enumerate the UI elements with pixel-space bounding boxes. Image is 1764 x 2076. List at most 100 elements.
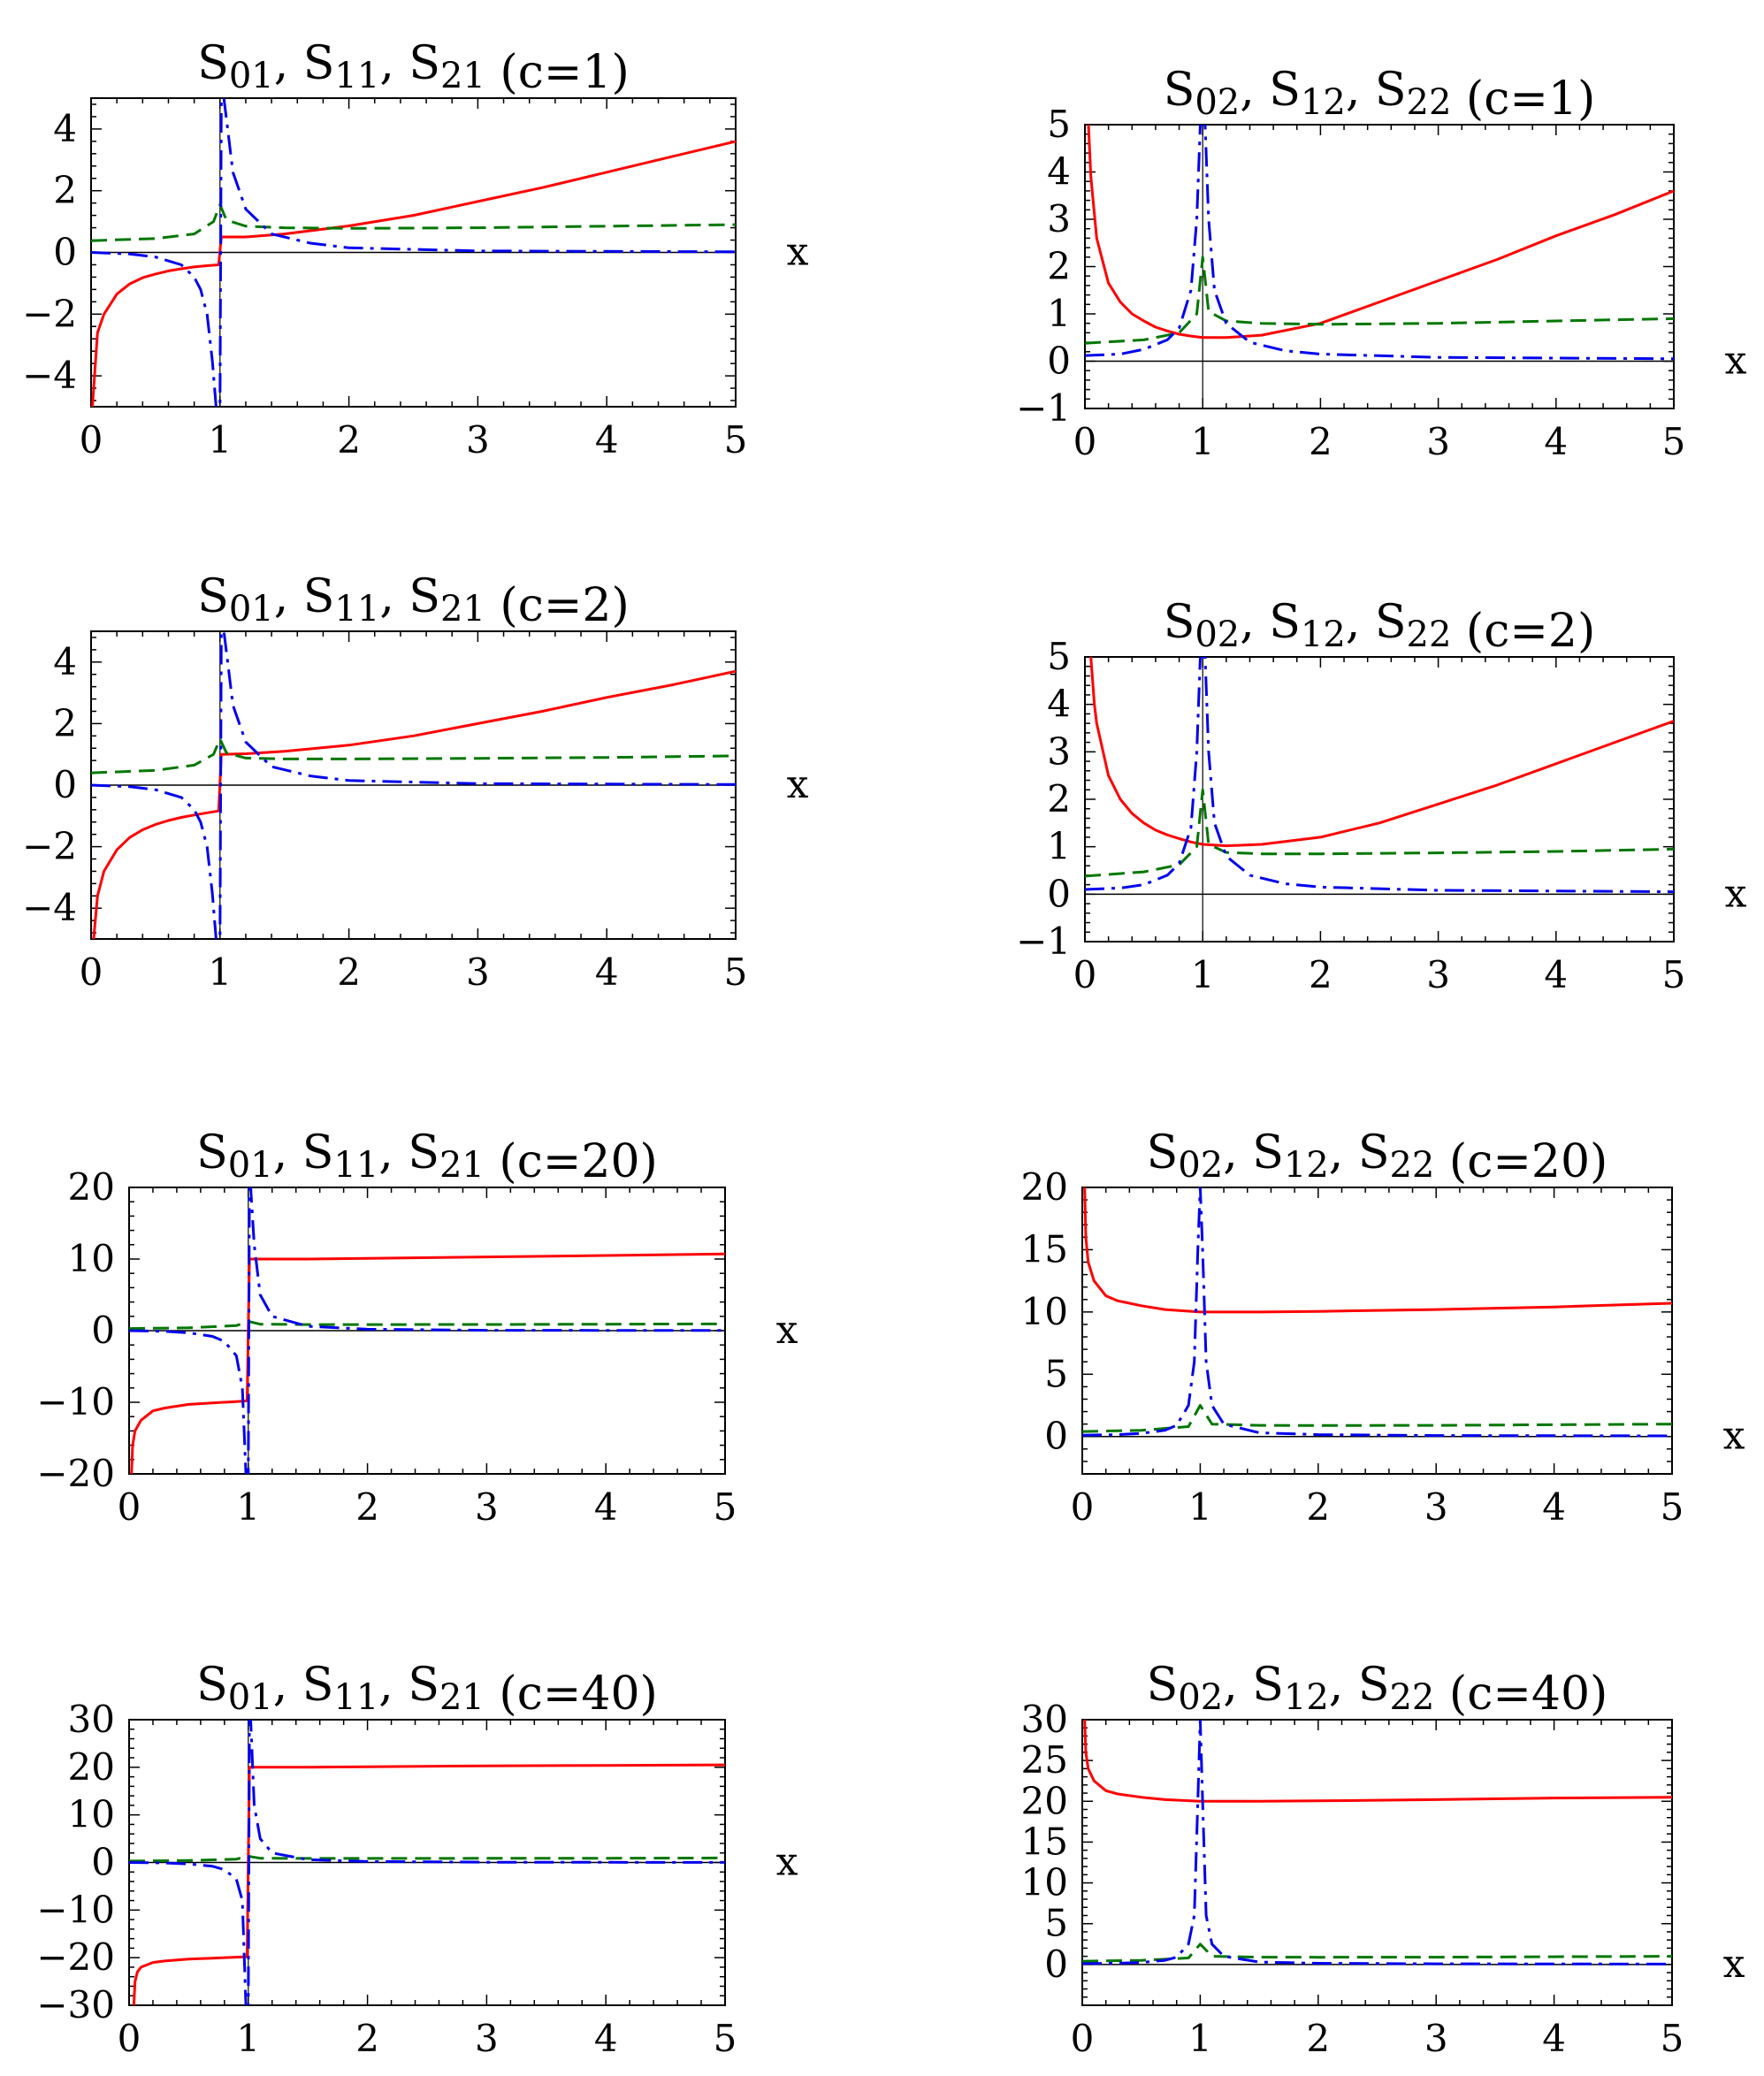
x-tick-label: 4	[595, 950, 619, 994]
series-line	[1082, 1404, 1672, 1433]
x-axis-label: x	[1723, 1414, 1745, 1459]
x-axis-label: x	[776, 1308, 798, 1353]
x-tick-label: 2	[1309, 953, 1333, 996]
y-tick-label: 3	[1047, 197, 1071, 240]
x-tick-label: 0	[1073, 420, 1097, 463]
x-tick-label: 4	[1544, 420, 1568, 463]
x-tick-label: 3	[1424, 2017, 1448, 2060]
x-tick-label: 5	[1662, 420, 1686, 463]
x-tick-label: 5	[724, 418, 748, 462]
y-tick-label: −20	[36, 1935, 115, 1979]
chart-title: S02, S12, S22 (c=2)	[1164, 596, 1596, 658]
y-tick-label: 0	[91, 1841, 115, 1884]
x-tick-label: 5	[1661, 2017, 1684, 2060]
x-tick-label: 2	[337, 418, 361, 462]
x-tick-label: 1	[208, 950, 232, 994]
y-tick-label: 0	[91, 1309, 115, 1352]
series-line	[1089, 657, 1674, 848]
x-tick-label: 3	[475, 1485, 499, 1529]
y-tick-label: 30	[1021, 1698, 1068, 1741]
x-axis-label: x	[787, 762, 809, 807]
x-tick-label: 0	[118, 1485, 141, 1529]
x-tick-label: 0	[80, 418, 103, 462]
chart-panel: 0 1 2 3 4 5 −4 −2 0 2 4 S01, S11, S21 (c=2) x	[22, 570, 809, 994]
y-tick-label: 0	[1047, 340, 1071, 383]
x-tick-label: 5	[724, 950, 748, 994]
x-axis-label: x	[1723, 1942, 1745, 1987]
y-tick-label: 3	[1047, 729, 1071, 773]
x-tick-label: 3	[466, 950, 490, 994]
series-line	[129, 1720, 725, 2005]
x-axis-label: x	[1725, 339, 1747, 384]
series-line	[129, 1855, 725, 1863]
y-tick-label: 20	[1021, 1165, 1068, 1209]
x-tick-label: 5	[1662, 953, 1686, 996]
y-tick-label: 10	[68, 1793, 115, 1836]
x-tick-label: 1	[236, 1485, 260, 1529]
x-tick-label: 4	[1542, 1485, 1566, 1529]
series-line	[1083, 1720, 1672, 1803]
x-tick-label: 3	[1426, 953, 1450, 996]
x-tick-label: 0	[1073, 953, 1097, 996]
chart-title: S02, S12, S22 (c=1)	[1164, 64, 1596, 126]
x-tick-label: 2	[1309, 420, 1333, 463]
x-tick-label: 1	[1191, 420, 1215, 463]
chart-title: S01, S11, S21 (c=2)	[197, 570, 630, 632]
y-tick-label: 1	[1047, 292, 1071, 335]
series-line	[1082, 1720, 1672, 1965]
y-tick-label: 4	[1047, 683, 1071, 726]
y-tick-label: 20	[68, 1745, 115, 1789]
series-line	[91, 98, 736, 407]
series-line	[1085, 256, 1674, 345]
x-tick-label: 0	[1071, 1485, 1095, 1529]
y-tick-label: 5	[1044, 1902, 1068, 1945]
y-tick-label: 4	[53, 640, 77, 683]
y-tick-label: 25	[1021, 1738, 1068, 1782]
y-tick-label: −2	[22, 292, 77, 335]
x-tick-label: 4	[594, 1485, 618, 1529]
y-tick-label: 1	[1047, 825, 1071, 868]
y-tick-label: −1	[1016, 386, 1071, 430]
y-tick-label: 0	[1047, 872, 1071, 915]
x-tick-label: 5	[714, 2017, 737, 2060]
y-tick-label: 4	[1047, 150, 1071, 194]
x-tick-label: 3	[475, 2017, 499, 2060]
y-tick-label: 0	[53, 231, 77, 274]
x-tick-label: 1	[236, 2017, 260, 2060]
x-tick-label: 2	[355, 1485, 379, 1529]
plot-frame	[1084, 124, 1675, 409]
x-tick-label: 1	[208, 418, 232, 462]
y-tick-label: −4	[22, 886, 77, 929]
x-axis-label: x	[1725, 871, 1747, 916]
y-tick-label: −10	[36, 1380, 115, 1423]
y-tick-label: 10	[1021, 1861, 1068, 1904]
y-tick-label: −30	[36, 1983, 115, 2026]
series-line	[130, 1252, 725, 1474]
chart-panel: 0 1 2 3 4 5 −4 −2 0 2 4 S01, S11, S21 (c=1) x	[22, 37, 809, 462]
chart-title: S02, S12, S22 (c=40)	[1147, 1659, 1608, 1721]
chart-panel: 0 1 2 3 4 5 −20 −10 0 10 20 S01, S11, S21 (c=20) x	[36, 1126, 798, 1529]
chart-title: S01, S11, S21 (c=40)	[196, 1659, 658, 1721]
y-tick-label: 2	[1047, 777, 1071, 820]
series-line	[1085, 788, 1674, 878]
y-tick-label: 10	[1021, 1290, 1068, 1333]
series-line	[92, 669, 736, 939]
x-axis-label: x	[776, 1840, 798, 1885]
x-tick-label: 0	[118, 2017, 141, 2060]
x-tick-label: 2	[355, 2017, 379, 2060]
series-line	[91, 202, 736, 242]
y-tick-label: −2	[22, 825, 77, 868]
y-tick-label: −20	[36, 1452, 115, 1495]
y-tick-label: −10	[36, 1888, 115, 1931]
x-tick-label: 4	[1544, 953, 1568, 996]
y-tick-label: 0	[1044, 1415, 1068, 1458]
chart-panel: 0 1 2 3 4 5 0 5 10 15 20 S02, S12, S22 (c=20) x	[1021, 1126, 1745, 1529]
series-line	[1085, 125, 1674, 361]
y-tick-label: 10	[68, 1237, 115, 1280]
x-tick-label: 3	[466, 418, 490, 462]
y-tick-label: 0	[53, 763, 77, 806]
y-tick-label: 2	[53, 169, 77, 212]
chart-title: S01, S11, S21 (c=1)	[197, 37, 630, 99]
